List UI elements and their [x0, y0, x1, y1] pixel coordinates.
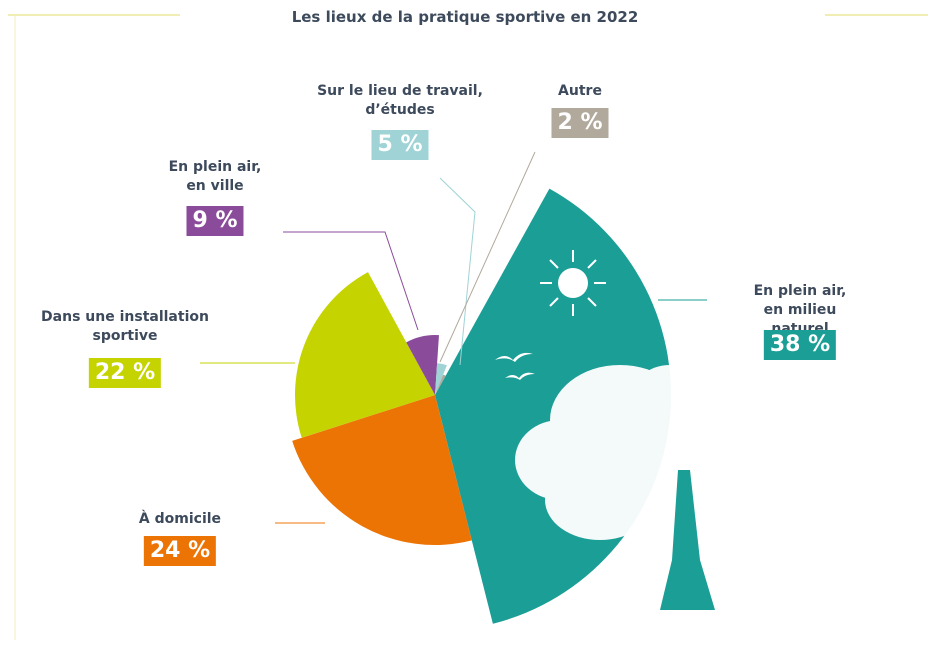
value-label: 22 %	[89, 358, 161, 388]
slice-label: Autre	[558, 82, 602, 101]
value-label: 5 %	[371, 130, 428, 160]
slice-label: Sur le lieu de travail, d’études	[317, 82, 483, 120]
infographic: Les lieux de la pratique sportive en 202…	[0, 0, 930, 658]
slice-label: En plein air, en ville	[169, 158, 262, 196]
value-label: 9 %	[186, 206, 243, 236]
sun	[558, 268, 588, 298]
slice-label: À domicile	[139, 510, 221, 529]
slice-label: Dans une installation sportive	[41, 308, 209, 346]
value-label: 38 %	[764, 330, 836, 360]
value-label: 2 %	[551, 108, 608, 138]
value-label: 24 %	[144, 536, 216, 566]
chart-title: Les lieux de la pratique sportive en 202…	[0, 8, 930, 26]
